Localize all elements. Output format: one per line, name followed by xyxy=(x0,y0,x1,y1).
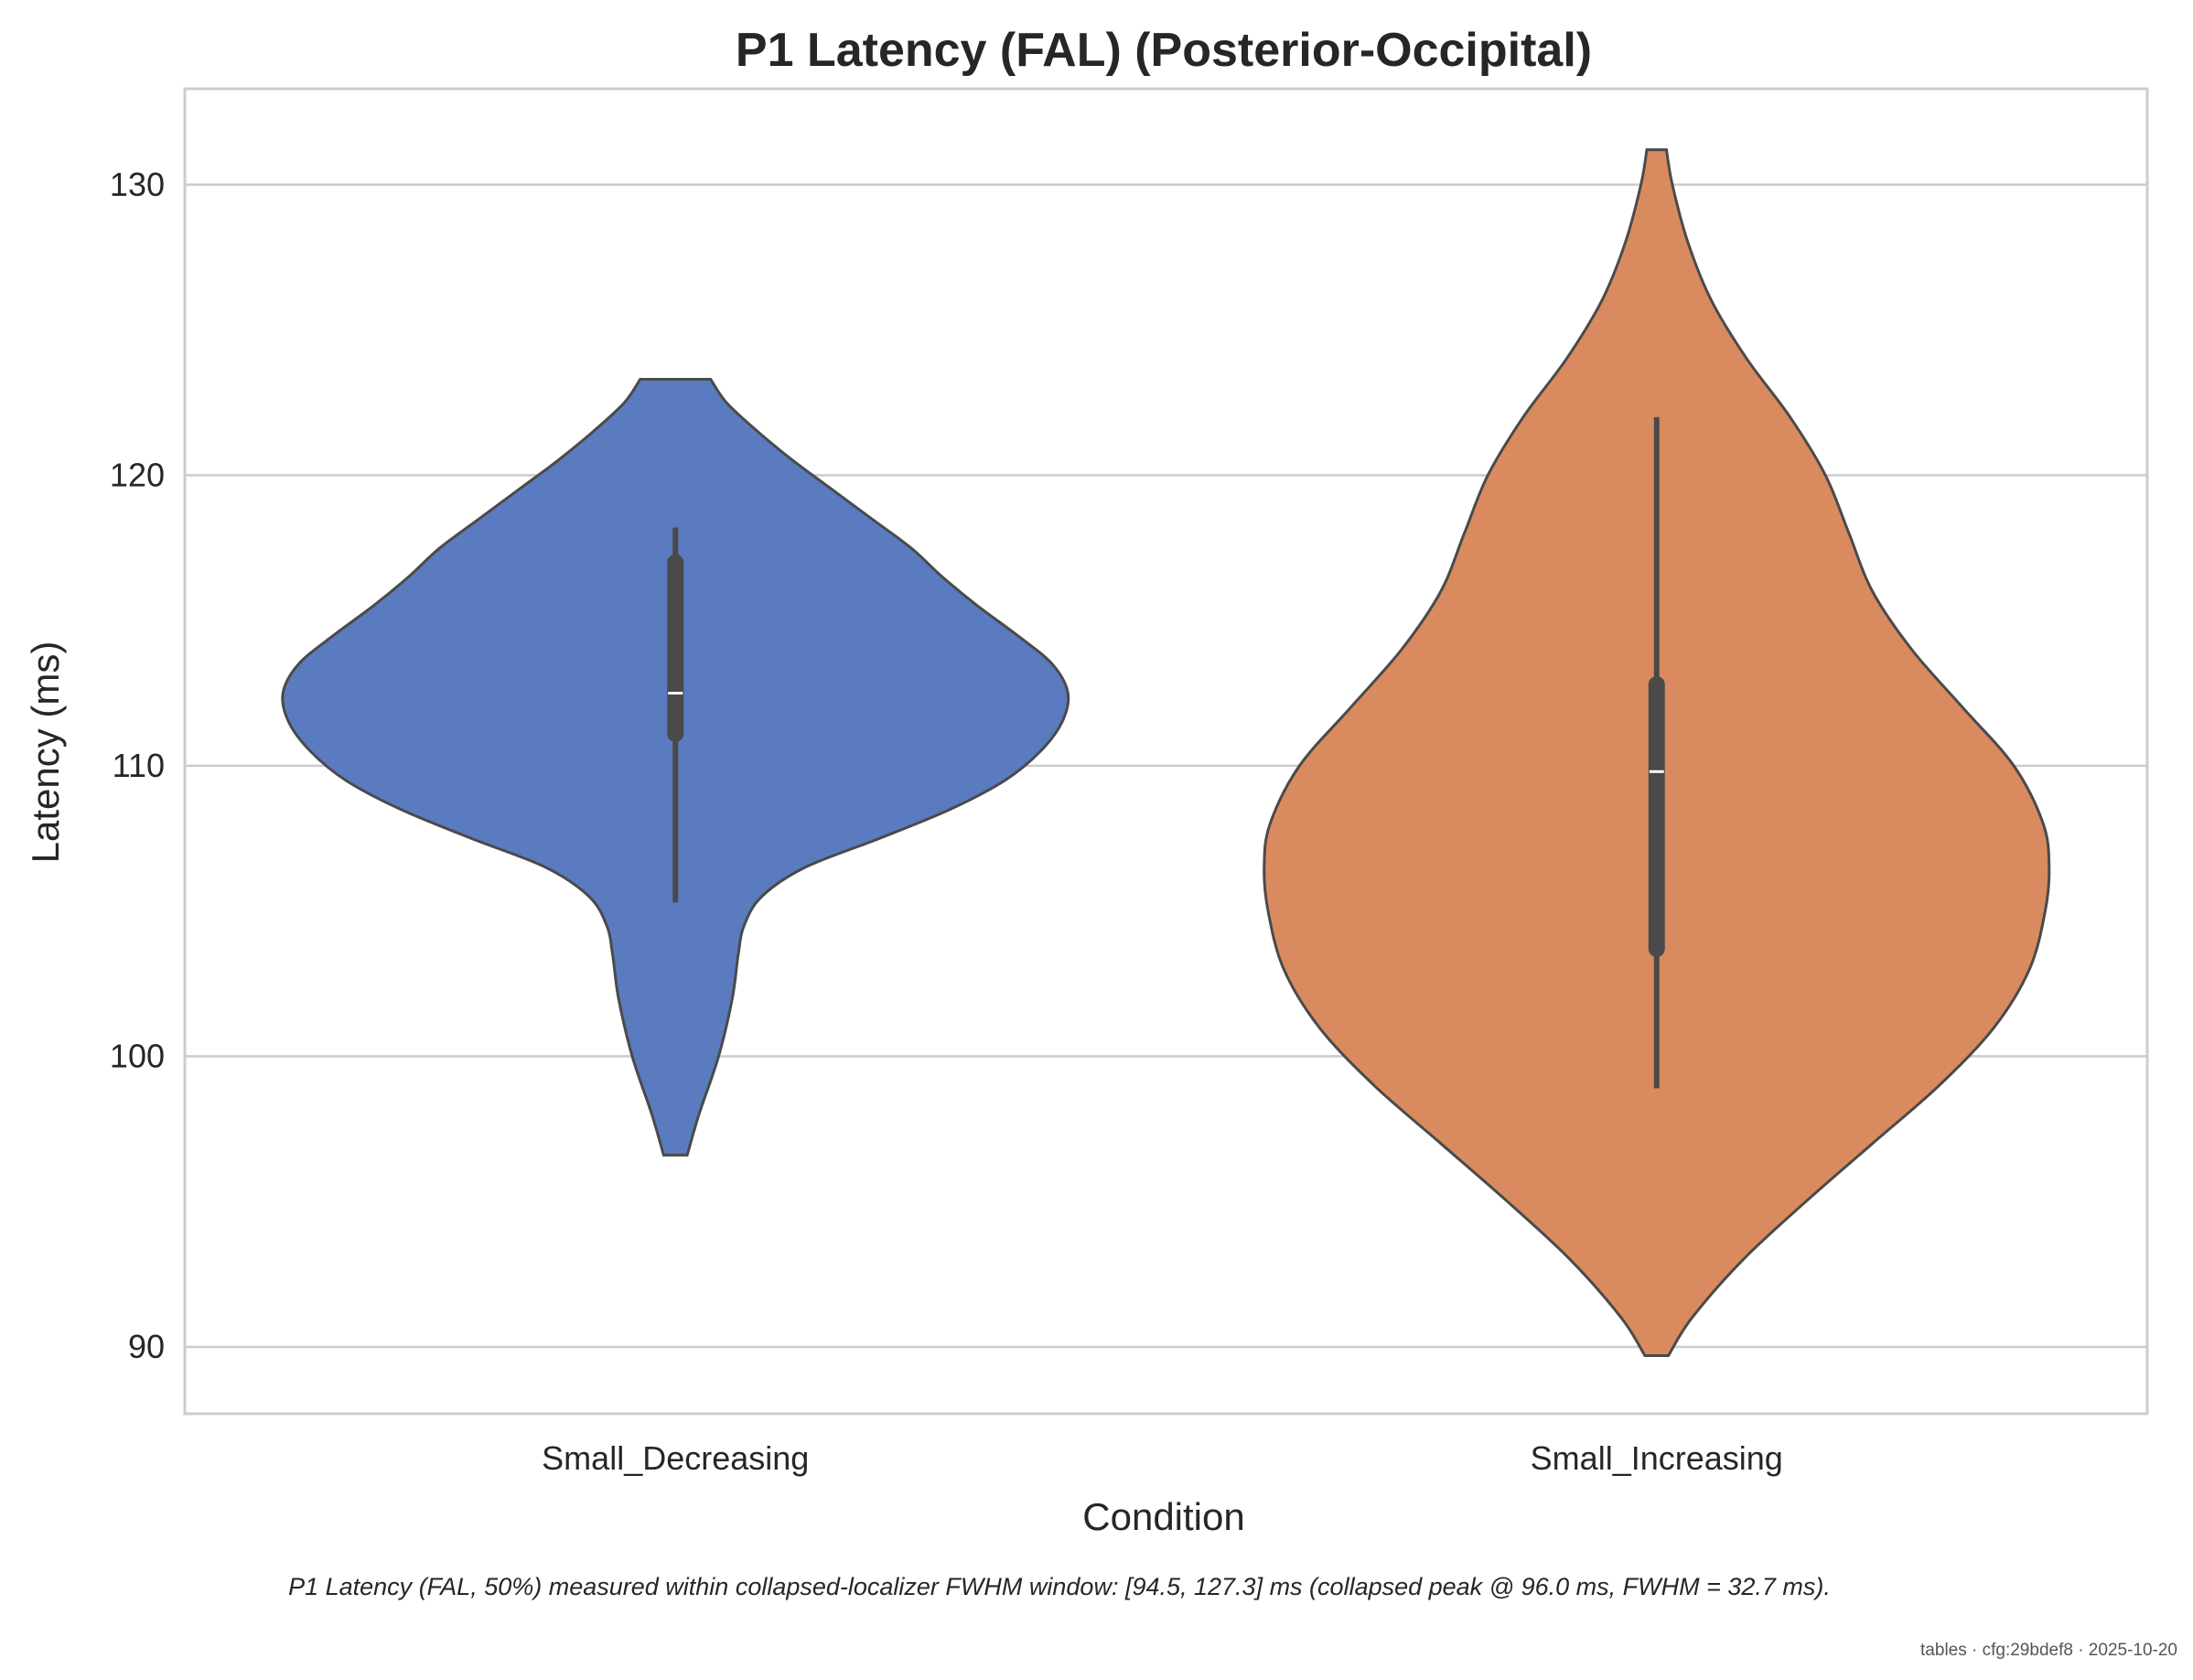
x-axis-ticks: Small_Decreasing Small_Increasing xyxy=(542,1439,1783,1477)
y-tick-label-100: 100 xyxy=(110,1037,165,1074)
x-tick-label-small-increasing: Small_Increasing xyxy=(1531,1439,1783,1477)
x-tick-label-small-decreasing: Small_Decreasing xyxy=(542,1439,809,1477)
y-tick-label-130: 130 xyxy=(110,166,165,203)
figure-caption: P1 Latency (FAL, 50%) measured within co… xyxy=(288,1573,1831,1600)
y-tick-label-120: 120 xyxy=(110,456,165,493)
y-axis-ticks: 90 100 110 120 130 xyxy=(110,166,165,1365)
x-axis-label: Condition xyxy=(1082,1495,1244,1538)
violins xyxy=(281,148,2051,1357)
y-tick-label-110: 110 xyxy=(113,747,165,784)
plot-frame xyxy=(183,87,2149,1416)
figure-footer: tables · cfg:29bdef8 · 2025-10-20 xyxy=(1920,1641,2177,1660)
y-axis-label: Latency (ms) xyxy=(24,641,67,864)
y-tick-label-90: 90 xyxy=(128,1328,165,1365)
chart-title: P1 Latency (FAL) (Posterior-Occipital) xyxy=(736,24,1592,77)
